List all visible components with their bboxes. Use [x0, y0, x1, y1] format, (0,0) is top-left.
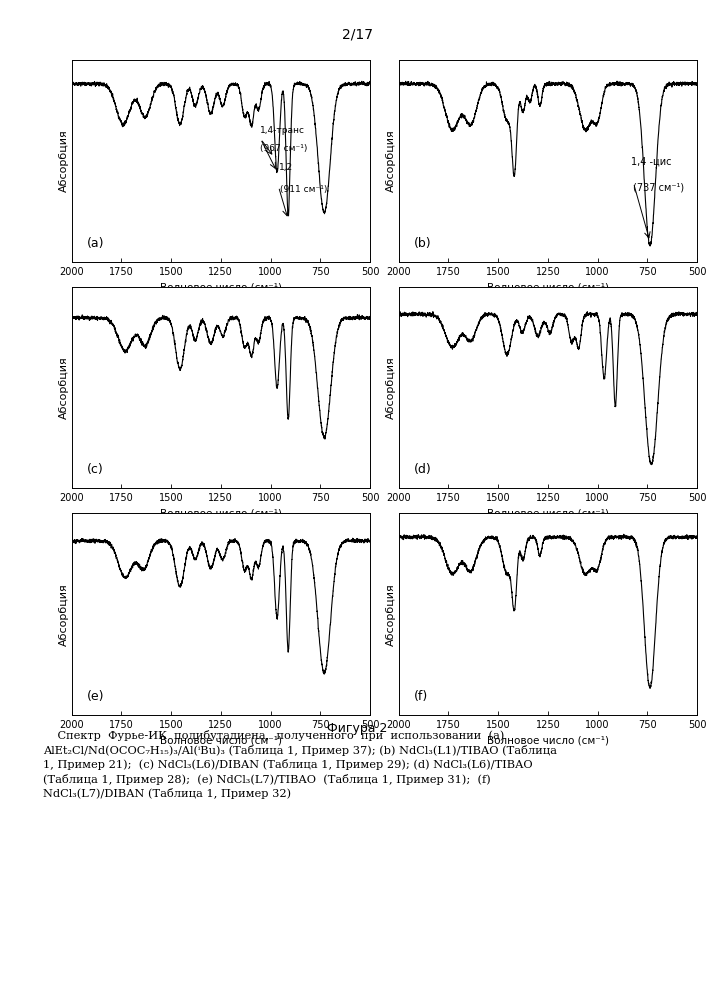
Text: (f): (f)	[413, 690, 428, 703]
Text: 1,4-транс: 1,4-транс	[260, 126, 305, 135]
Text: Спектр  Фурье-ИК  полибутадиена,  полученного  при  использовании  (a)
AlEt₂Cl/N: Спектр Фурье-ИК полибутадиена, полученно…	[43, 730, 557, 799]
X-axis label: Волновое число (см⁻¹): Волновое число (см⁻¹)	[487, 509, 609, 519]
Y-axis label: Абсорбция: Абсорбция	[386, 356, 396, 419]
Text: Фигура 2: Фигура 2	[327, 722, 388, 735]
Y-axis label: Абсорбция: Абсорбция	[386, 129, 396, 192]
Y-axis label: Абсорбция: Абсорбция	[59, 583, 69, 646]
Text: (d): (d)	[413, 463, 431, 476]
Text: (b): (b)	[413, 237, 431, 250]
Text: 1,2: 1,2	[279, 163, 293, 172]
X-axis label: Волновое число (см⁻¹): Волновое число (см⁻¹)	[487, 282, 609, 292]
Text: (737 см⁻¹): (737 см⁻¹)	[633, 183, 684, 193]
Text: 2/17: 2/17	[342, 28, 373, 42]
Text: (967 см⁻¹): (967 см⁻¹)	[260, 144, 307, 153]
Y-axis label: Абсорбция: Абсорбция	[386, 583, 396, 646]
Y-axis label: Абсорбция: Абсорбция	[59, 129, 69, 192]
Y-axis label: Абсорбция: Абсорбция	[59, 356, 69, 419]
Text: (c): (c)	[87, 463, 103, 476]
Text: (e): (e)	[87, 690, 104, 703]
X-axis label: Волновое число (см⁻¹): Волновое число (см⁻¹)	[159, 282, 282, 292]
X-axis label: Волновое число (см⁻¹): Волновое число (см⁻¹)	[159, 735, 282, 745]
X-axis label: Волновое число (см⁻¹): Волновое число (см⁻¹)	[487, 735, 609, 745]
Text: 1,4 -цис: 1,4 -цис	[631, 156, 672, 166]
Text: (a): (a)	[87, 237, 104, 250]
X-axis label: Волновое число (см⁻¹): Волновое число (см⁻¹)	[159, 509, 282, 519]
Text: (911 см⁻¹): (911 см⁻¹)	[280, 185, 328, 194]
